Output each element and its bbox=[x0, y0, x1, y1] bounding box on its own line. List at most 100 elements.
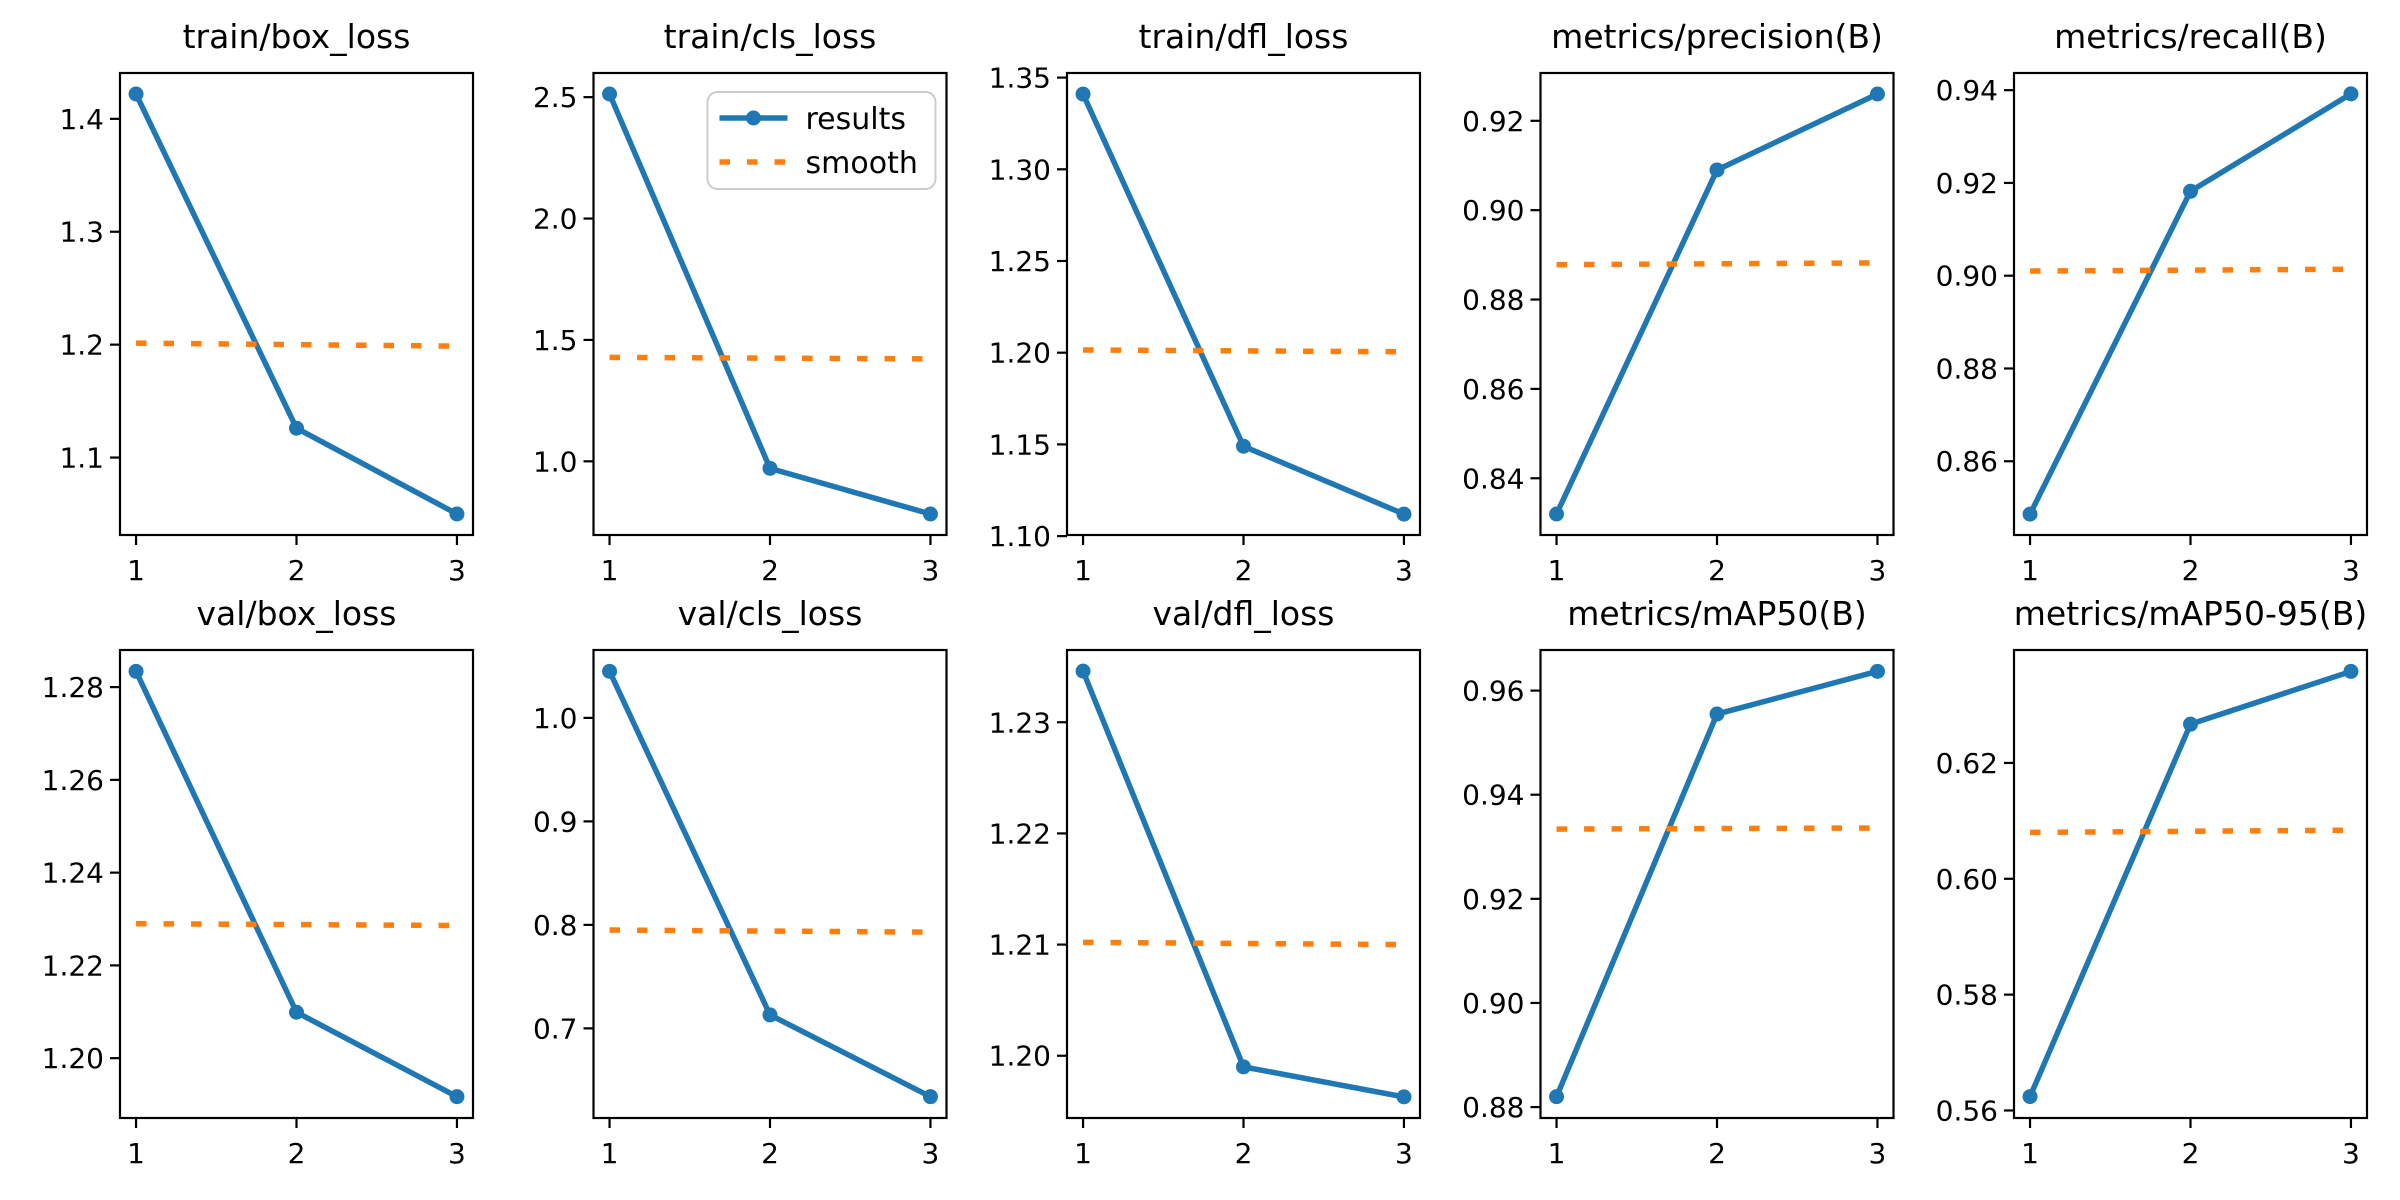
x-tick-label: 1 bbox=[127, 1137, 145, 1170]
axes-frame bbox=[1065, 71, 1422, 537]
smooth-line bbox=[1083, 939, 1404, 948]
results-line bbox=[1553, 668, 1881, 1100]
results-marker bbox=[1869, 663, 1885, 679]
y-tick-label: 0.92 bbox=[1936, 167, 1998, 200]
x-tick-label: 2 bbox=[761, 554, 779, 587]
y-tick-label: 1.20 bbox=[42, 1042, 104, 1075]
y-tick-label: 0.84 bbox=[1462, 462, 1524, 495]
y-tick-label: 1.25 bbox=[989, 245, 1051, 278]
subplot-val/box_loss: val/box_loss 1.20 1.22 1.24 1.26 1.28 1 2 3 bbox=[42, 594, 475, 1170]
x-tick-label: 3 bbox=[1395, 1137, 1413, 1170]
results-marker bbox=[1549, 1089, 1565, 1105]
subplot-title: train/dfl_loss bbox=[1139, 17, 1349, 56]
results-marker bbox=[128, 663, 144, 679]
y-tick-label: 0.58 bbox=[1936, 979, 1998, 1012]
y-tick-label: 1.20 bbox=[989, 1040, 1051, 1073]
x-tick-label: 3 bbox=[922, 554, 940, 587]
x-tick-label: 3 bbox=[2342, 1137, 2360, 1170]
axes-frame bbox=[2012, 71, 2369, 537]
y-tick-label: 1.10 bbox=[989, 520, 1051, 553]
results-marker bbox=[1396, 506, 1412, 522]
x-tick-label: 2 bbox=[1708, 554, 1726, 587]
subplot-train/box_loss: train/box_loss 1.1 1.2 1.3 1.4 1 2 3 bbox=[59, 17, 475, 587]
results-marker bbox=[2022, 506, 2038, 522]
y-tick-label: 1.30 bbox=[989, 153, 1051, 186]
x-tick-label: 3 bbox=[1869, 1137, 1887, 1170]
x-tick-label: 3 bbox=[1869, 554, 1887, 587]
y-tick-label: 0.92 bbox=[1462, 105, 1524, 138]
y-tick-label: 0.8 bbox=[533, 909, 578, 942]
results-marker bbox=[602, 663, 618, 679]
x-tick-label: 2 bbox=[288, 1137, 306, 1170]
results-marker bbox=[1075, 663, 1091, 679]
axes-frame bbox=[1539, 648, 1895, 1120]
results-marker bbox=[1236, 1059, 1251, 1075]
results-marker bbox=[1709, 706, 1725, 722]
y-tick-label: 1.15 bbox=[989, 428, 1051, 461]
y-tick-label: 1.26 bbox=[42, 764, 104, 797]
results-line bbox=[1080, 668, 1407, 1100]
y-tick-label: 0.96 bbox=[1462, 675, 1524, 708]
y-tick-label: 0.86 bbox=[1462, 373, 1524, 406]
axes-frame bbox=[118, 71, 475, 537]
y-tick-label: 1.1 bbox=[59, 442, 104, 475]
results-marker bbox=[1396, 1089, 1412, 1105]
axes-frame bbox=[592, 648, 948, 1120]
subplot-title: val/box_loss bbox=[197, 594, 397, 633]
y-tick-label: 1.35 bbox=[989, 62, 1051, 95]
results-marker bbox=[1075, 86, 1091, 102]
x-tick-label: 3 bbox=[922, 1137, 940, 1170]
results-line bbox=[606, 668, 934, 1100]
x-tick-label: 3 bbox=[1395, 554, 1413, 587]
results-marker bbox=[762, 460, 778, 476]
subplot-title: val/dfl_loss bbox=[1152, 594, 1334, 633]
results-marker bbox=[449, 1089, 465, 1105]
subplot-title: val/cls_loss bbox=[678, 594, 863, 633]
results-marker bbox=[2343, 86, 2359, 102]
results-marker bbox=[289, 420, 304, 436]
subplot-title: train/cls_loss bbox=[664, 17, 877, 56]
y-tick-label: 2.5 bbox=[533, 81, 578, 114]
x-tick-label: 1 bbox=[127, 554, 145, 587]
legend: results smooth bbox=[706, 91, 937, 190]
y-tick-label: 1.28 bbox=[42, 671, 104, 704]
smooth-line bbox=[2030, 827, 2351, 836]
y-tick-label: 0.90 bbox=[1462, 194, 1524, 227]
subplot-title: train/box_loss bbox=[183, 17, 411, 56]
results-marker bbox=[1869, 86, 1885, 102]
results-line bbox=[2027, 91, 2354, 517]
subplot-metrics/precision(B): metrics/precision(B) 0.84 0.86 0.88 0.90 0.92… bbox=[1462, 17, 1895, 587]
x-tick-label: 1 bbox=[1548, 1137, 1566, 1170]
results-marker bbox=[1549, 506, 1565, 522]
subplot-title: metrics/mAP50(B) bbox=[1567, 594, 1867, 633]
subplot-val/cls_loss: val/cls_loss 0.7 0.8 0.9 1.0 1 2 3 bbox=[533, 594, 948, 1170]
x-tick-label: 2 bbox=[1235, 554, 1253, 587]
y-tick-label: 0.88 bbox=[1462, 1091, 1524, 1124]
results-marker bbox=[922, 1089, 938, 1105]
subplot-title: metrics/recall(B) bbox=[2054, 17, 2327, 56]
axes-frame bbox=[118, 648, 475, 1120]
x-tick-label: 3 bbox=[2342, 554, 2360, 587]
results-marker bbox=[602, 86, 618, 102]
subplot-train/dfl_loss: train/dfl_loss 1.10 1.15 1.20 1.25 1.30 1.35 1 2… bbox=[989, 17, 1422, 587]
x-tick-label: 1 bbox=[2021, 1137, 2039, 1170]
y-tick-label: 0.88 bbox=[1936, 352, 1998, 385]
x-tick-label: 1 bbox=[2021, 554, 2039, 587]
subplot-train/cls_loss: train/cls_loss 1.0 1.5 2.0 2.5 1 2 3 results smoo… bbox=[533, 17, 948, 587]
legend-results-marker bbox=[746, 110, 761, 126]
smooth-line bbox=[1556, 260, 1878, 268]
results-marker bbox=[128, 86, 144, 102]
results-marker bbox=[449, 506, 465, 522]
y-tick-label: 1.23 bbox=[989, 706, 1051, 739]
x-tick-label: 2 bbox=[2182, 1137, 2200, 1170]
results-marker bbox=[762, 1007, 778, 1023]
x-tick-label: 1 bbox=[1074, 554, 1092, 587]
y-tick-label: 0.62 bbox=[1936, 747, 1998, 780]
y-tick-label: 0.86 bbox=[1936, 445, 1998, 478]
axes-frame bbox=[2012, 648, 2369, 1120]
y-tick-label: 1.2 bbox=[59, 329, 104, 362]
subplot-title: metrics/precision(B) bbox=[1551, 17, 1883, 56]
y-tick-label: 0.92 bbox=[1462, 883, 1524, 916]
